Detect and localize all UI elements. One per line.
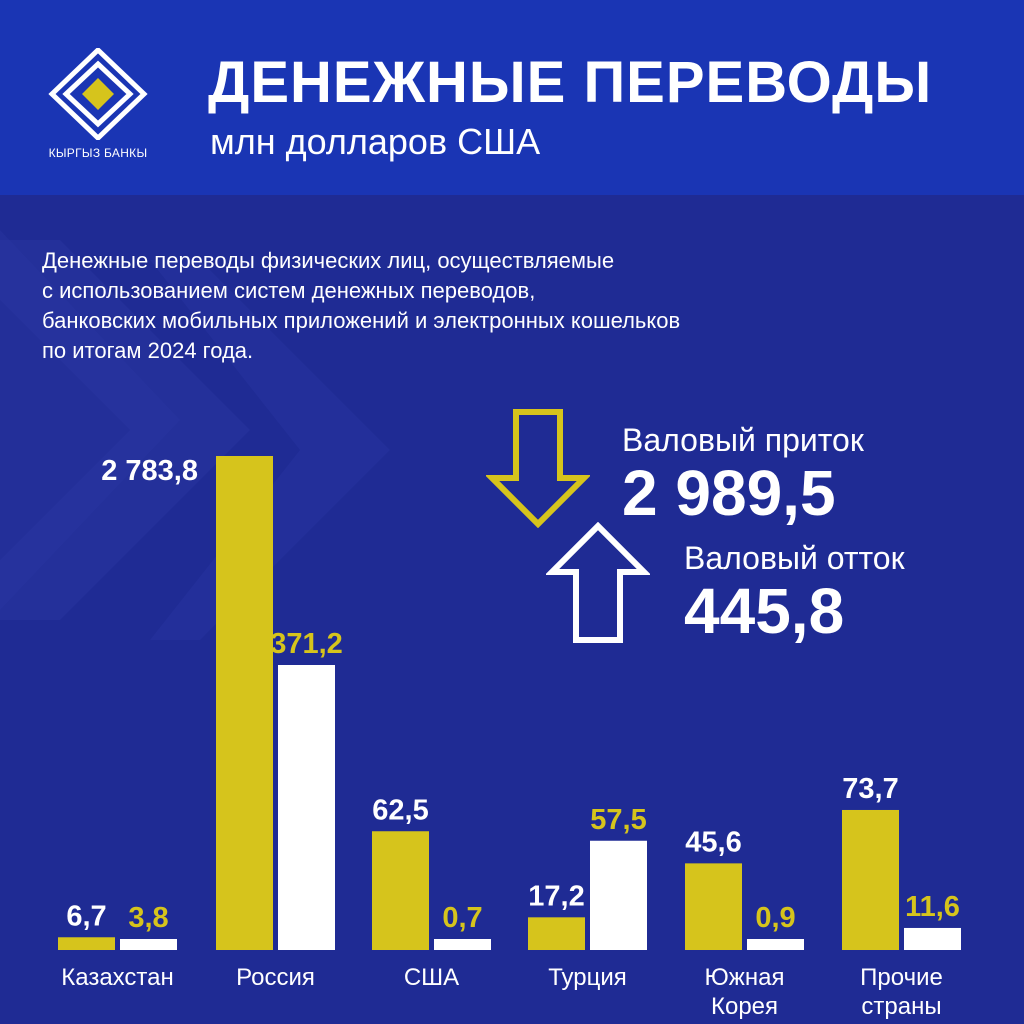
inflow-value-label-3: 17,2 <box>528 880 584 912</box>
description-line: банковских мобильных приложений и электр… <box>42 308 681 333</box>
description: Денежные переводы физических лиц, осущес… <box>42 246 942 366</box>
inflow-bar-3 <box>528 917 585 950</box>
inflow-value: 2 989,5 <box>622 457 836 529</box>
outflow-summary: Валовый отток 445,8 <box>684 540 905 646</box>
inflow-value-label-2: 62,5 <box>372 794 428 826</box>
description-line: с использованием систем денежных перевод… <box>42 278 536 303</box>
page-title: ДЕНЕЖНЫЕ ПЕРЕВОДЫ <box>208 50 933 115</box>
category-label-0: Казахстан <box>61 964 173 991</box>
category-label-5: страны <box>861 993 941 1020</box>
outflow-bar-0 <box>120 939 177 950</box>
category-label-4: Корея <box>711 993 778 1020</box>
outflow-label: Валовый отток <box>684 540 905 576</box>
category-label-1: Россия <box>236 964 315 991</box>
outflow-value-label-5: 11,6 <box>905 891 960 923</box>
outflow-bar-2 <box>434 939 491 950</box>
outflow-arrow-icon <box>546 522 650 643</box>
category-label-5: Прочие <box>860 964 943 991</box>
outflow-bar-4 <box>747 939 804 950</box>
inflow-value-label-4: 45,6 <box>685 826 741 858</box>
inflow-bar-1 <box>216 456 273 950</box>
outflow-bar-1 <box>278 665 335 950</box>
outflow-value-label-1: 371,2 <box>270 628 343 660</box>
inflow-value-label-0: 6,7 <box>66 900 106 932</box>
inflow-bar-0 <box>58 937 115 950</box>
header-banner: КЫРГЫЗ БАНКЫ ДЕНЕЖНЫЕ ПЕРЕВОДЫ млн долла… <box>0 0 1024 195</box>
outflow-value-label-2: 0,7 <box>442 902 482 934</box>
description-line: по итогам 2024 года. <box>42 338 254 363</box>
inflow-value-label-1: 2 783,8 <box>101 455 198 487</box>
outflow-value-label-4: 0,9 <box>755 902 795 934</box>
outflow-bar-5 <box>904 927 961 950</box>
description-line: Денежные переводы физических лиц, осущес… <box>42 248 615 273</box>
inflow-bar-2 <box>372 831 429 950</box>
category-label-4: Южная <box>705 964 785 991</box>
outflow-bar-3 <box>590 840 647 950</box>
outflow-value-label-0: 3,8 <box>128 902 168 934</box>
outflow-value-label-3: 57,5 <box>590 804 646 836</box>
inflow-bar-4 <box>685 863 742 950</box>
category-label-3: Турция <box>548 964 627 991</box>
outflow-value: 445,8 <box>684 575 845 647</box>
inflow-bar-5 <box>842 809 899 950</box>
page-subtitle: млн долларов США <box>210 121 541 162</box>
inflow-value-label-5: 73,7 <box>842 773 898 805</box>
bank-logo-icon <box>48 48 148 140</box>
inflow-arrow-icon <box>486 409 590 528</box>
inflow-summary: Валовый приток 2 989,5 <box>622 422 864 528</box>
inflow-label: Валовый приток <box>622 422 864 458</box>
category-label-2: США <box>404 964 459 991</box>
logo-text: КЫРГЫЗ БАНКЫ <box>48 146 148 160</box>
